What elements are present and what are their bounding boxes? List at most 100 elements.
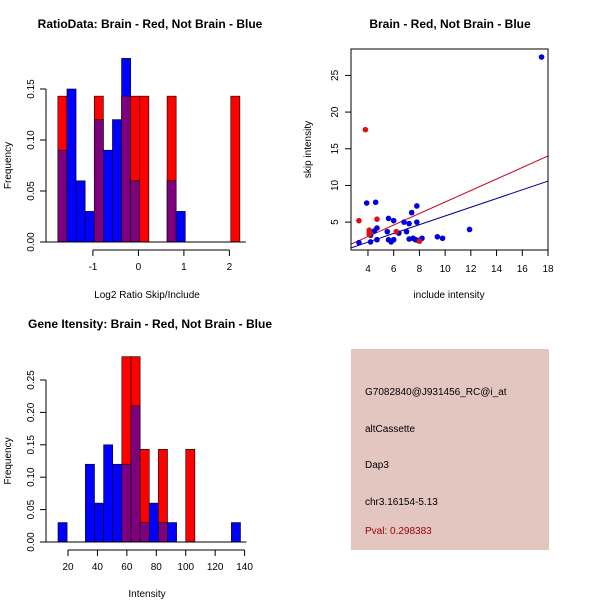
y-axis-label: Frequency: [3, 142, 14, 189]
point-brain: [362, 126, 369, 133]
ratio-histogram: RatioData: Brain - Red, Not Brain - Blue…: [3, 17, 263, 300]
bar-overlap: [93, 119, 104, 243]
point-not-brain: [384, 228, 391, 235]
bar-not-brain: [85, 463, 95, 543]
point-not-brain: [466, 226, 473, 233]
x-tick-label: 0: [136, 262, 142, 273]
bar-not-brain: [57, 522, 68, 543]
x-tick-label: 18: [542, 264, 554, 275]
bar-brain: [185, 449, 196, 543]
point-not-brain: [390, 217, 397, 224]
x-tick-label: 2: [227, 262, 233, 273]
bar-overlap: [121, 95, 131, 243]
point-not-brain: [401, 219, 407, 225]
bar-overlap: [130, 405, 141, 543]
y-axis-label: skip intensity: [303, 121, 314, 178]
bar-not-brain: [103, 444, 114, 543]
bar-not-brain: [175, 211, 186, 243]
point-not-brain: [356, 239, 362, 246]
point-not-brain: [414, 219, 420, 225]
x-axis-label: Intensity: [128, 589, 165, 600]
bar-brain: [230, 95, 241, 243]
y-tick-label: 0.05: [26, 181, 37, 201]
x-tick-label: 4: [365, 264, 371, 275]
point-brain: [416, 238, 423, 244]
point-not-brain: [538, 54, 545, 60]
x-tick-label: 14: [491, 264, 503, 275]
genomic-location: chr3.16154-5.13: [365, 497, 438, 508]
gene-intensity-histogram: Gene Itensity: Brain - Red, Not Brain - …: [3, 317, 272, 600]
info-panel: G7082840@J931456_RC@i_at altCassette Dap…: [351, 349, 549, 550]
probe-id: G7082840@J931456_RC@i_at: [365, 387, 507, 398]
point-brain: [356, 217, 362, 224]
point-not-brain: [439, 235, 446, 242]
point-not-brain: [372, 199, 379, 206]
y-tick-label: 0.20: [26, 402, 37, 422]
bar-not-brain: [112, 463, 123, 543]
x-tick-label: 16: [517, 264, 529, 275]
y-tick-label: 25: [330, 69, 341, 81]
bar-overlap: [166, 180, 177, 243]
x-tick-label: -1: [88, 262, 97, 273]
bar-overlap: [130, 180, 141, 243]
intensity-scatter-plot: Brain - Red, Not Brain - Blue 4 6 8 10 12 14 16…: [303, 17, 554, 300]
x-tick-label: 40: [92, 562, 104, 573]
bar-not-brain: [103, 149, 113, 243]
x-tick-label: 8: [417, 264, 423, 275]
y-tick-label: 0.00: [26, 232, 37, 252]
y-tick-label: 0.15: [26, 79, 37, 99]
point-not-brain: [385, 215, 392, 222]
bar-overlap: [57, 149, 68, 243]
x-tick-label: 12: [465, 264, 477, 275]
pval-text: Pval: 0.298383: [365, 526, 432, 537]
point-not-brain: [367, 239, 374, 245]
y-tick-label: 0.10: [26, 130, 37, 150]
bar-not-brain: [148, 502, 159, 543]
x-tick-label: 6: [391, 264, 397, 275]
bar-brain: [139, 95, 150, 243]
y-tick-label: 0.00: [26, 532, 37, 552]
point-not-brain: [363, 200, 370, 206]
bar-overlap: [139, 522, 150, 543]
point-not-brain: [434, 233, 441, 240]
bar-not-brain: [231, 522, 241, 543]
point-not-brain: [371, 228, 378, 234]
y-tick-label: 15: [330, 143, 341, 155]
point-not-brain: [414, 203, 420, 209]
x-axis-label: include intensity: [413, 290, 484, 300]
point-not-brain: [408, 209, 415, 216]
y-tick-label: 0.25: [26, 370, 37, 390]
x-tick-label: 80: [151, 562, 163, 573]
gene-name: Dap3: [365, 460, 389, 471]
point-not-brain: [403, 228, 410, 235]
point-brain: [374, 216, 380, 222]
bar-overlap: [158, 522, 168, 543]
x-tick-label: 20: [62, 562, 74, 573]
chart-title: RatioData: Brain - Red, Not Brain - Blue: [38, 17, 263, 31]
y-tick-label: 5: [330, 219, 341, 225]
x-tick-label: 10: [440, 264, 452, 275]
bar-not-brain: [84, 211, 95, 243]
bar-overlap: [121, 463, 132, 543]
bar-not-brain: [94, 502, 104, 543]
y-axis-label: Frequency: [3, 437, 14, 484]
event-type: altCassette: [365, 424, 416, 435]
bar-not-brain: [112, 119, 122, 243]
x-tick-label: 1: [181, 262, 187, 273]
point-not-brain: [374, 236, 380, 243]
fit-line-brain: [351, 155, 548, 245]
x-tick-label: 60: [121, 562, 133, 573]
x-axis-label: Log2 Ratio Skip/Include: [94, 290, 200, 300]
chart-title: Gene Itensity: Brain - Red, Not Brain - …: [28, 317, 272, 331]
plot-frame: [350, 48, 549, 251]
y-tick-label: 0.15: [26, 435, 37, 455]
bar-not-brain: [75, 180, 86, 243]
point-not-brain: [390, 236, 397, 243]
y-tick-label: 0.05: [26, 499, 37, 519]
bar-not-brain: [167, 522, 177, 543]
point-not-brain: [406, 220, 412, 227]
point-brain: [366, 231, 373, 238]
fit-line-not-brain: [351, 180, 548, 249]
y-tick-label: 10: [330, 179, 341, 191]
x-tick-label: 120: [207, 562, 224, 573]
